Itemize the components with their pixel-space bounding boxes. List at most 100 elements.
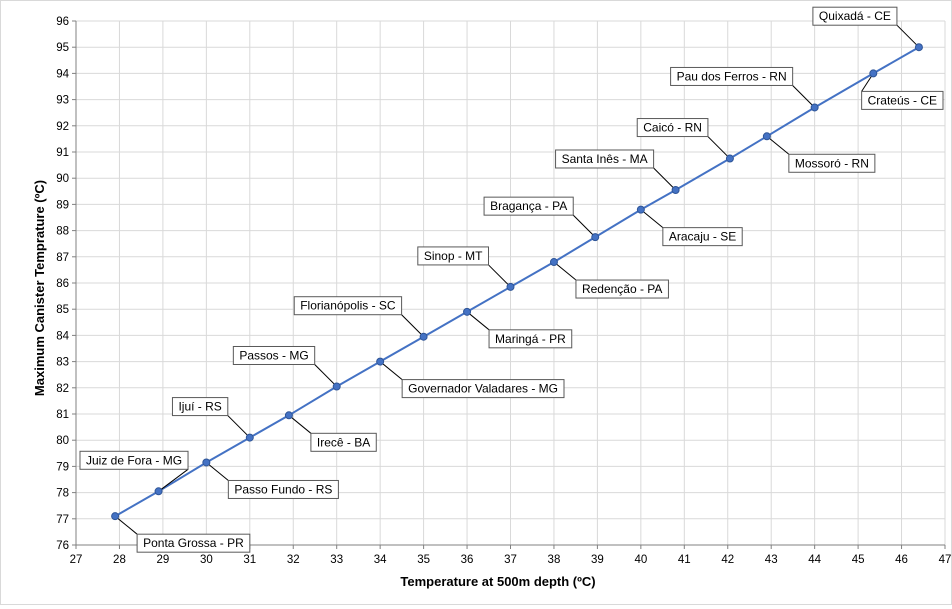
label-leader-line	[114, 515, 138, 535]
x-tick-label: 41	[678, 554, 691, 566]
data-point	[549, 258, 558, 267]
label-box	[670, 66, 794, 86]
y-tick-label: 84	[56, 330, 69, 342]
label-box	[171, 397, 229, 417]
y-axis-title: Maximum Canister Temprature (ºC)	[32, 180, 47, 396]
data-label: Aracaju - SE	[669, 230, 736, 244]
y-tick-label: 77	[56, 514, 69, 526]
y-tick-label: 94	[56, 68, 69, 80]
x-tick-label: 42	[721, 554, 734, 566]
x-tick-label: 31	[243, 554, 256, 566]
data-label: Mossoró - RN	[795, 156, 869, 170]
data-point	[154, 487, 163, 496]
label-leader-line	[206, 462, 229, 481]
data-point	[591, 233, 600, 242]
y-tick-label: 86	[56, 278, 69, 290]
label-leader-line	[466, 311, 490, 331]
y-tick-label: 87	[56, 252, 69, 264]
label-box	[662, 227, 743, 247]
data-label: Passos - MG	[239, 348, 308, 362]
label-box	[310, 432, 377, 452]
y-tick-label: 95	[56, 42, 69, 54]
y-tick-label: 92	[56, 121, 69, 133]
x-tick-label: 29	[157, 554, 170, 566]
data-label: Juiz de Fora - MG	[86, 453, 182, 467]
y-tick-label: 76	[56, 540, 69, 552]
y-tick-label: 93	[56, 95, 69, 107]
x-tick-label: 45	[852, 554, 865, 566]
label-leader-line	[158, 468, 189, 492]
label-leader-line	[379, 361, 403, 380]
label-box	[293, 296, 403, 316]
x-tick-label: 40	[634, 554, 647, 566]
x-tick-label: 27	[70, 554, 83, 566]
data-label: Bragança - PA	[490, 199, 567, 213]
data-label: Ponta Grossa - PR	[143, 536, 244, 550]
data-point	[245, 433, 254, 442]
y-tick-label: 80	[56, 435, 69, 447]
x-axis-title: Temperature at 500m depth (ºC)	[400, 574, 595, 589]
label-leader-line	[314, 364, 338, 387]
data-point	[376, 357, 385, 366]
y-tick-label: 96	[56, 16, 69, 28]
data-point	[284, 411, 293, 420]
x-tick-label: 43	[765, 554, 778, 566]
data-point	[762, 132, 771, 141]
label-leader-line	[896, 24, 920, 48]
label-leader-line	[792, 85, 816, 108]
data-point	[202, 458, 211, 467]
y-tick-label: 91	[56, 147, 69, 159]
x-tick-label: 28	[113, 554, 126, 566]
label-box	[232, 345, 316, 365]
data-label: Ijuí - RS	[178, 400, 221, 414]
data-label: Quixadá - CE	[819, 9, 891, 23]
y-tick-label: 82	[56, 383, 69, 395]
data-point	[463, 307, 472, 316]
data-point	[111, 512, 120, 521]
x-tick-label: 39	[591, 554, 604, 566]
x-tick-label: 38	[548, 554, 561, 566]
data-point	[810, 103, 819, 112]
data-label: Santa Inês - MA	[562, 152, 648, 166]
data-label: Caicó - RN	[643, 121, 702, 135]
label-leader-line	[553, 261, 577, 281]
label-leader-line	[401, 314, 424, 338]
data-label: Passo Fundo - RS	[234, 482, 332, 496]
label-leader-line	[653, 167, 676, 191]
label-leader-line	[707, 136, 731, 159]
label-box	[575, 279, 669, 299]
data-label: Crateús - CE	[868, 93, 937, 107]
x-tick-label: 46	[895, 554, 908, 566]
data-label: Redenção - PA	[582, 282, 663, 296]
label-leader-line	[766, 135, 790, 155]
y-tick-label: 78	[56, 488, 69, 500]
label-box	[136, 533, 251, 553]
data-point	[869, 69, 878, 78]
axes: 27 28 29 30 31 32 33 34 35 36 37 38 39 40 41 42 43 44 45 46…	[56, 16, 951, 566]
label-box	[788, 153, 876, 173]
data-label: Maringá - PR	[495, 332, 566, 346]
data-label: Governador Valadares - MG	[408, 382, 558, 396]
y-tick-label: 83	[56, 357, 69, 369]
label-box	[488, 329, 573, 349]
data-markers	[111, 43, 923, 521]
label-box	[812, 6, 898, 26]
data-label: Pau dos Ferros - RN	[677, 69, 787, 83]
x-tick-label: 37	[504, 554, 517, 566]
data-point	[419, 332, 428, 341]
y-tick-label: 79	[56, 461, 69, 473]
y-tick-label: 89	[56, 199, 69, 211]
label-box	[417, 246, 489, 266]
x-tick-label: 34	[374, 554, 387, 566]
data-point	[506, 282, 515, 291]
label-box	[227, 479, 339, 499]
label-leader-line	[288, 414, 312, 434]
label-leader-line	[488, 264, 511, 288]
label-leader-line	[572, 214, 596, 238]
data-label: Sinop - MT	[424, 249, 483, 263]
x-tick-label: 47	[939, 554, 951, 566]
x-tick-label: 33	[330, 554, 343, 566]
label-box	[401, 379, 565, 399]
